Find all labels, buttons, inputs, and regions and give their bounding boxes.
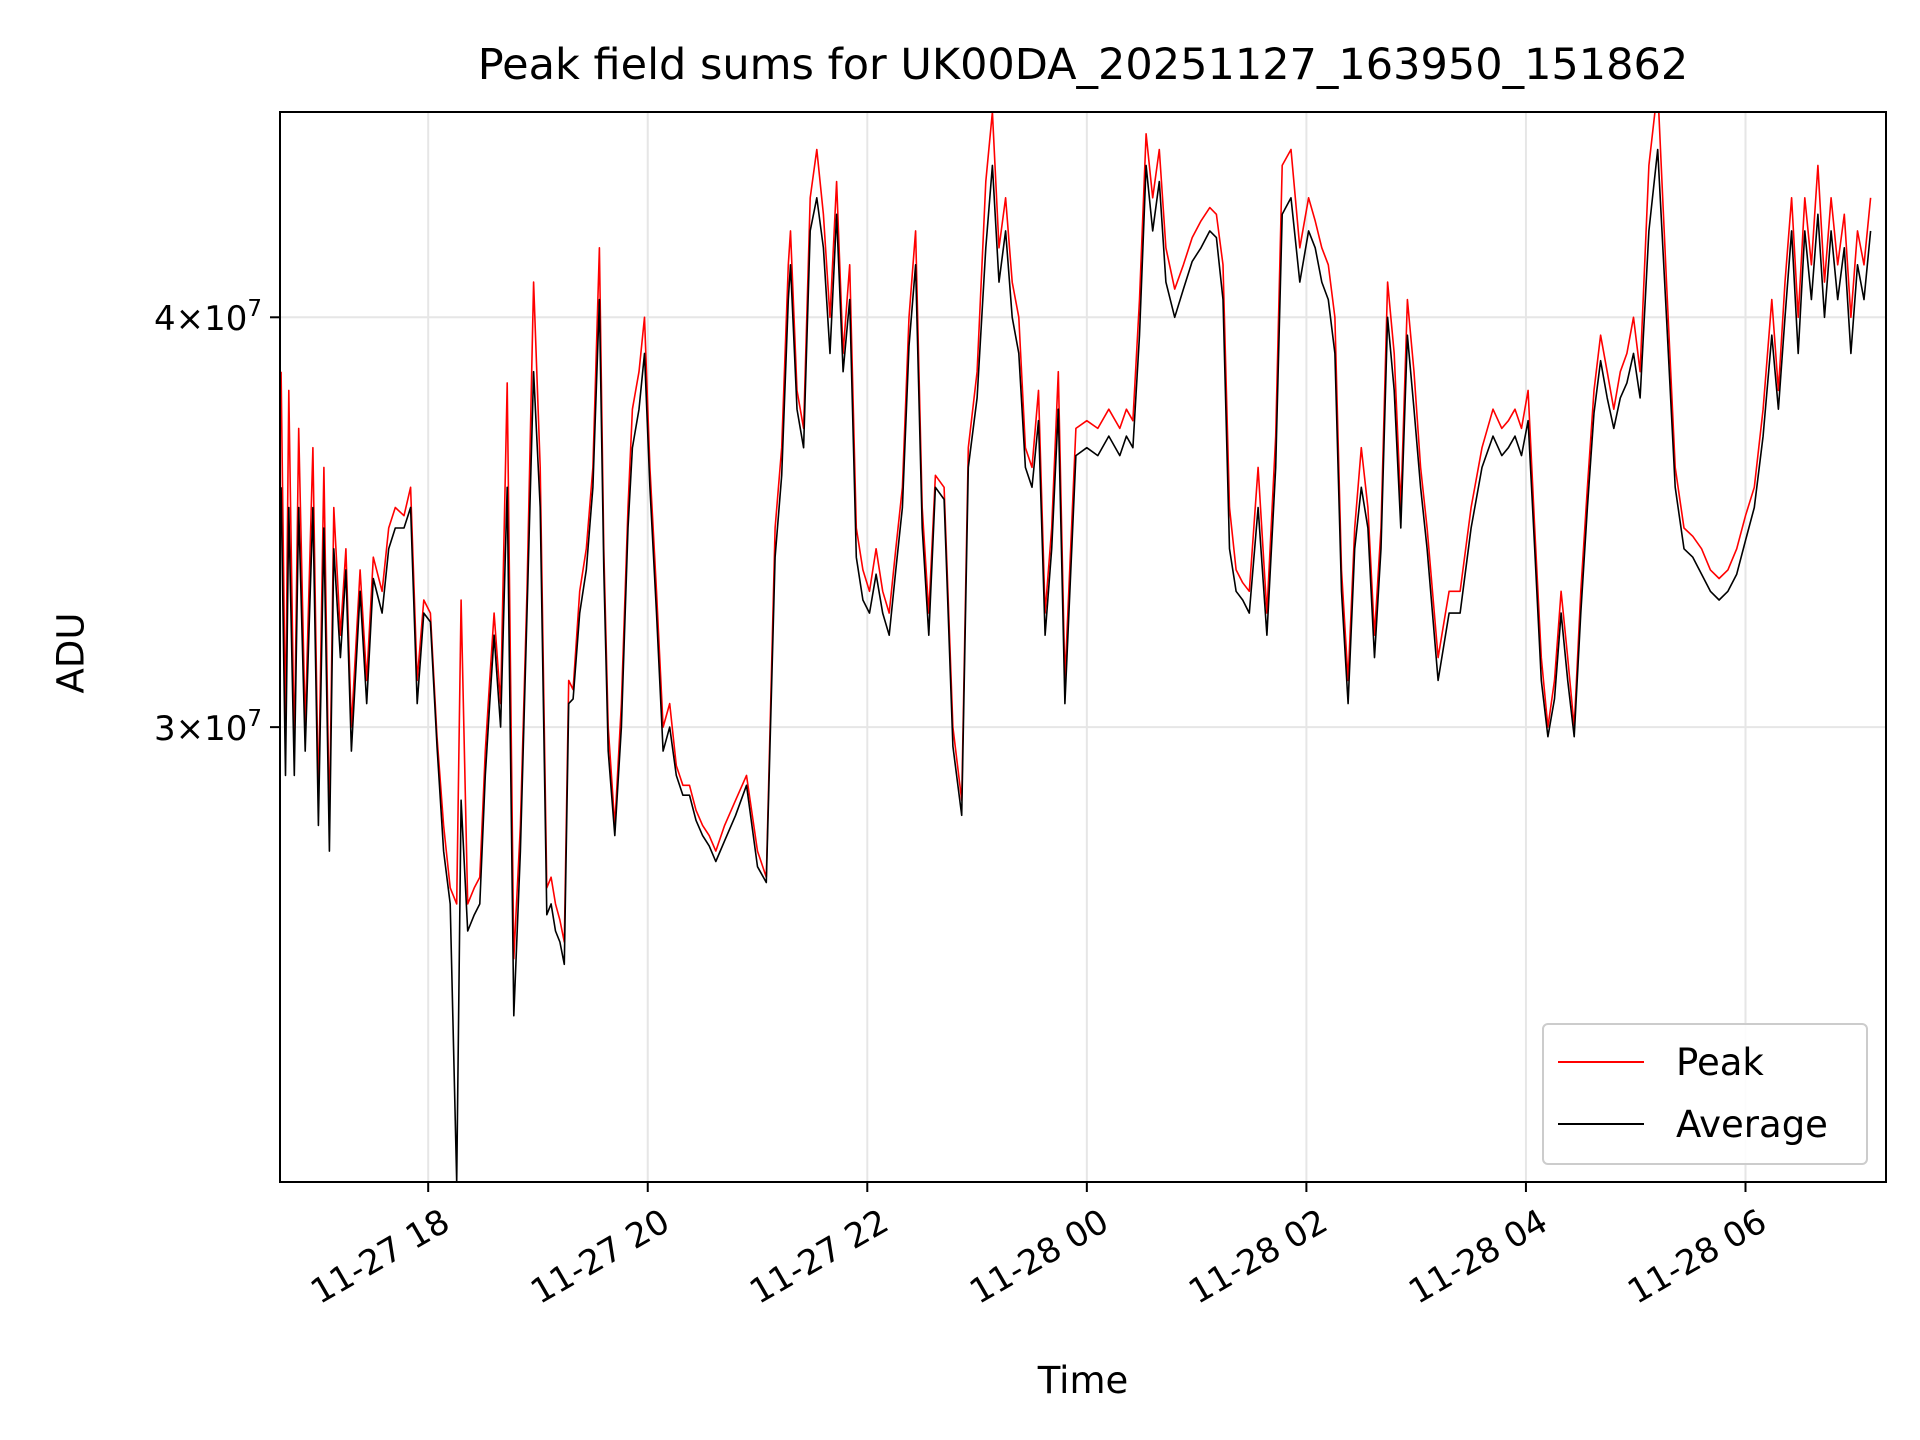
axes-frame xyxy=(279,111,1887,1183)
y-tick-base: ×10 xyxy=(175,709,248,750)
y-tick-label: 4×107 xyxy=(153,296,262,340)
y-axis-label: ADU xyxy=(49,612,93,694)
legend: Peak Average xyxy=(1542,1023,1868,1165)
y-tick-exponent: 7 xyxy=(247,296,262,323)
y-tick-base: ×10 xyxy=(175,299,248,340)
legend-label-average: Average xyxy=(1676,1102,1828,1146)
y-tick-label: 3×107 xyxy=(153,706,262,750)
y-tick-mantissa: 4 xyxy=(153,299,176,340)
axis-ticks xyxy=(270,316,1747,1192)
chart-title: Peak field sums for UK00DA_20251127_1639… xyxy=(477,40,1689,90)
plot-area xyxy=(280,112,1872,1182)
y-tick-mantissa: 3 xyxy=(153,709,176,750)
legend-swatch-average xyxy=(1558,1123,1644,1125)
legend-item-average: Average xyxy=(1558,1104,1828,1144)
grid-lines xyxy=(280,112,1886,1182)
legend-label-peak: Peak xyxy=(1676,1040,1764,1084)
series-line-peak xyxy=(280,112,1872,960)
x-axis-label: Time xyxy=(1037,1359,1129,1402)
series-line-average xyxy=(280,148,1872,1182)
legend-item-peak: Peak xyxy=(1558,1042,1764,1082)
legend-swatch-peak xyxy=(1558,1061,1644,1063)
y-tick-exponent: 7 xyxy=(247,706,262,733)
